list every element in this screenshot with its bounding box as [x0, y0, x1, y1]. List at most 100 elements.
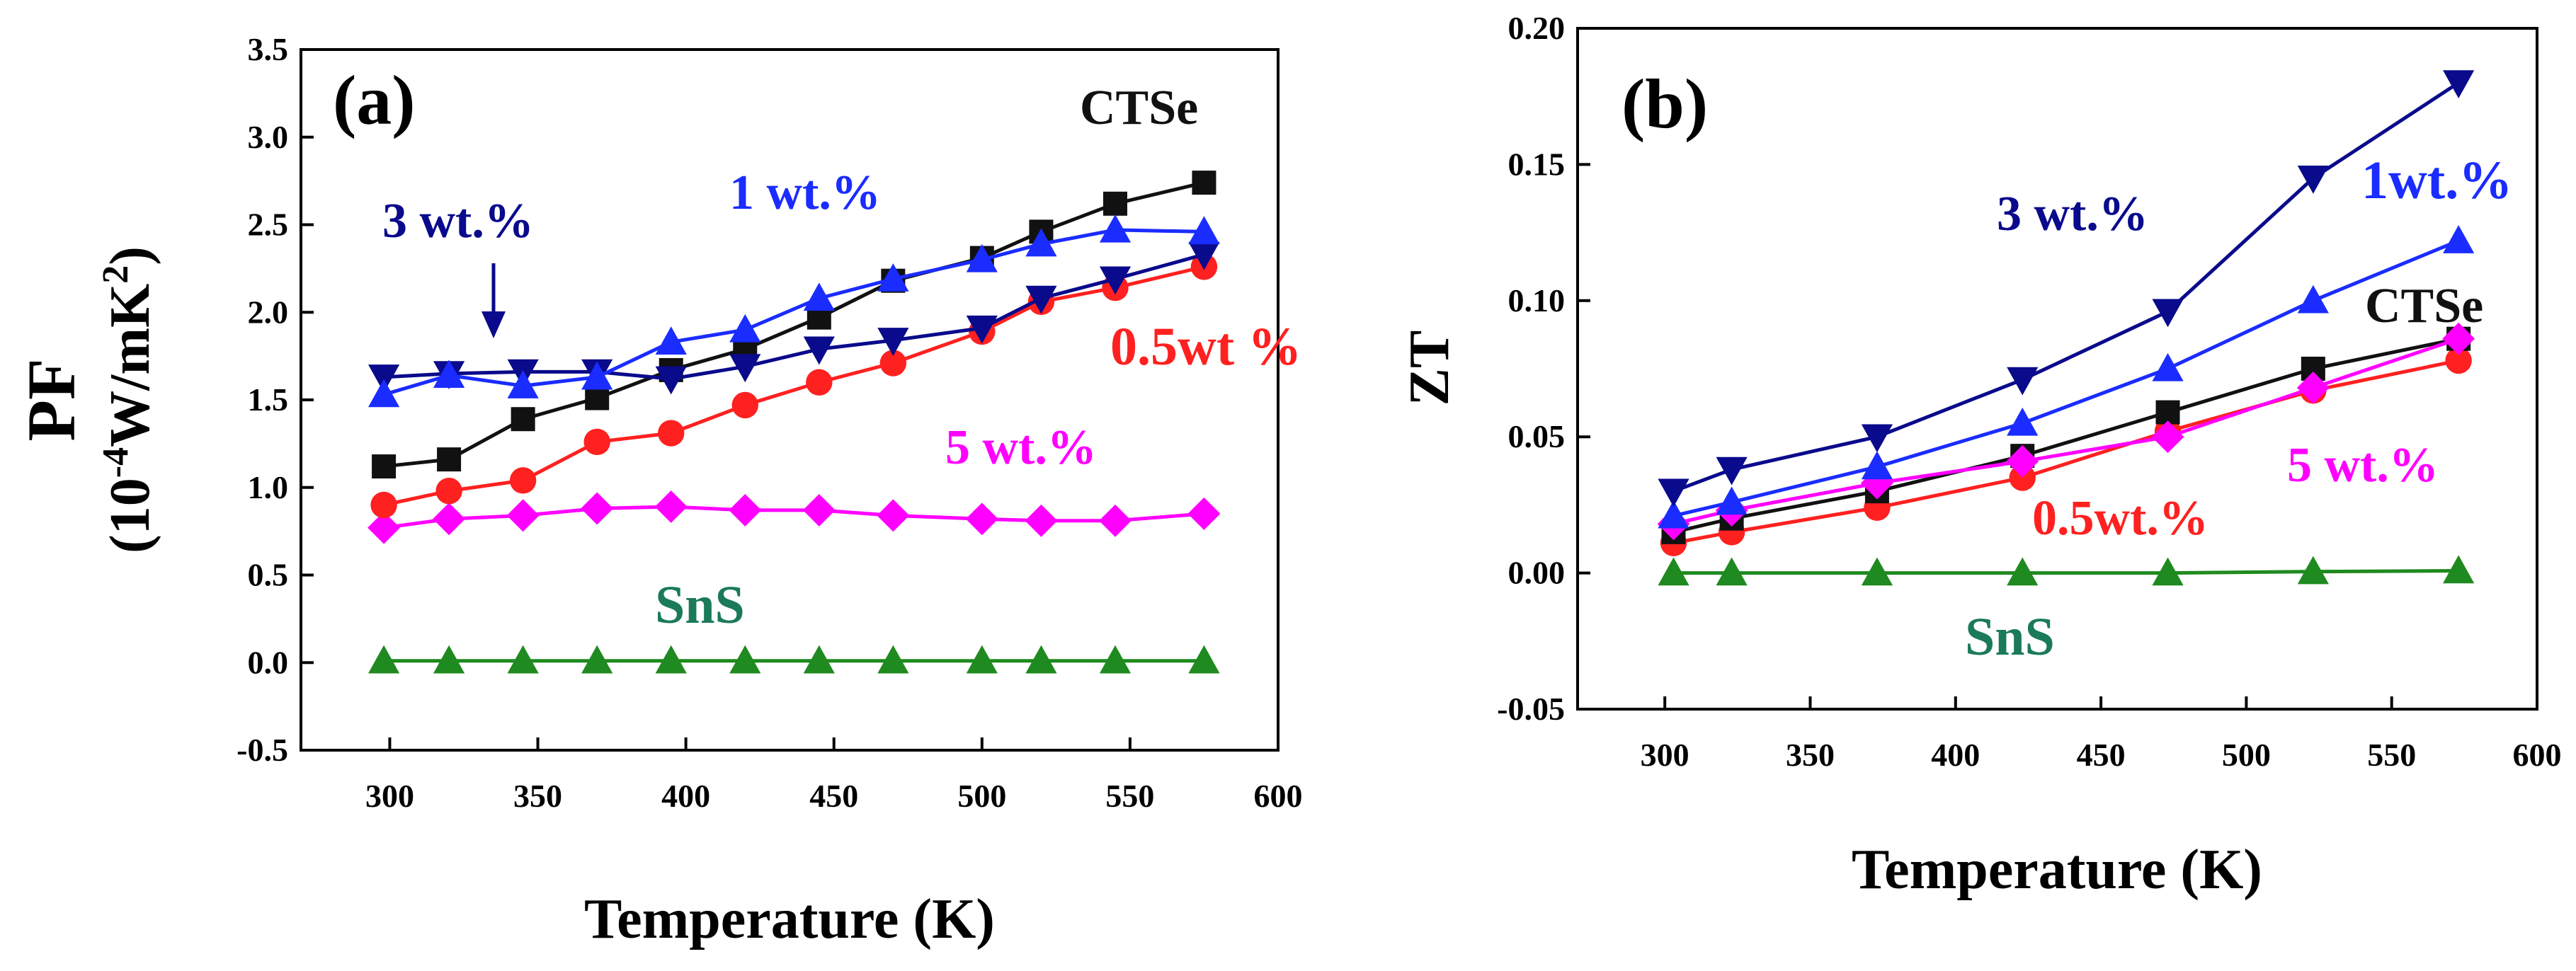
- y-unit-exp1: -4: [96, 447, 136, 478]
- series-line-a-1-wt: [383, 228, 1204, 396]
- point-a-ctse-11: [1192, 171, 1216, 195]
- point-b-1wt-6: [2443, 225, 2475, 253]
- panel-a: -0.5 0.0 0.5 1.0 1.5 2.0 2.5 3.0 3.5 300 350 400 45…: [13, 31, 1303, 950]
- point-a-5-wt-0: [367, 511, 401, 544]
- point-b-sns-4: [2152, 557, 2184, 586]
- point-a-sns-9: [1025, 645, 1057, 674]
- y-tick-label-a-1: 0.0: [248, 644, 289, 680]
- y-tick-label-b-5: 0.20: [1508, 10, 1566, 46]
- x-axis-title-b: Temperature (K): [1852, 839, 2262, 901]
- y-axis-units-a: (10-4W/mK2): [96, 246, 161, 553]
- point-a-3-wt-10: [1099, 266, 1132, 295]
- annotation-05wt-a: 0.5wt %: [1110, 317, 1301, 377]
- y-tick-label-b-3: 0.10: [1508, 282, 1566, 318]
- y-tick-label-b-2: 0.05: [1508, 418, 1566, 454]
- point-a-1-wt-10: [1099, 214, 1132, 243]
- x-axis-ticks-a: 300 350 400 450 500 550 600: [365, 737, 1303, 814]
- annotation-ctse-b: CTSe: [2365, 279, 2483, 333]
- y-unit-exp2: 2: [96, 265, 136, 284]
- panel-b: -0.05 0.00 0.05 0.10 0.15 0.20 300 350 400 450 50…: [1398, 10, 2562, 901]
- point-b-1wt-0: [1658, 500, 1689, 529]
- point-a-0-5wt-1: [435, 478, 462, 505]
- series-group-b: [1657, 70, 2475, 586]
- point-b-3-wt-2: [1861, 424, 1893, 453]
- y-tick-label-a-6: 2.5: [248, 207, 289, 243]
- plot-area-b: [1576, 27, 2538, 711]
- x-axis-ticks-b: 300 350 400 450 500 550 600: [1641, 696, 2562, 773]
- x-tick-label-a-5: 550: [1105, 778, 1154, 814]
- point-a-5-wt-7: [877, 499, 910, 532]
- point-a-0-5wt-6: [806, 369, 833, 396]
- series-a-sns: [367, 645, 1220, 674]
- x-tick-label-b-4: 500: [2222, 737, 2271, 773]
- point-a-3-wt-0: [367, 364, 400, 393]
- point-b-sns-6: [2443, 555, 2475, 584]
- point-a-sns-11: [1188, 645, 1220, 674]
- point-a-ctse-0: [372, 454, 397, 479]
- point-a-sns-6: [803, 645, 835, 674]
- point-a-sns-2: [507, 645, 539, 674]
- y-tick-label-a-5: 2.0: [248, 294, 289, 330]
- annotation-5wt-a: 5 wt.%: [945, 420, 1097, 475]
- point-a-5-wt-10: [1099, 504, 1132, 537]
- point-a-0-5wt-4: [658, 420, 685, 447]
- series-a-1-wt: [367, 214, 1220, 408]
- annotation-sns-b: SnS: [1965, 607, 2055, 667]
- point-a-sns-4: [655, 645, 687, 674]
- point-b-3-wt-5: [2297, 165, 2329, 194]
- series-a-5-wt: [367, 490, 1221, 544]
- y-tick-label-b-0: -0.05: [1497, 691, 1565, 727]
- point-b-3-wt-3: [2007, 367, 2039, 396]
- point-a-ctse-2: [511, 407, 535, 432]
- point-a-0-5wt-3: [583, 428, 610, 456]
- y-tick-label-b-1: 0.00: [1508, 555, 1566, 591]
- point-b-1wt-5: [2297, 285, 2329, 314]
- point-b-0-5wt-6: [2445, 347, 2472, 374]
- x-tick-label-b-2: 400: [1931, 737, 1980, 773]
- point-a-sns-8: [966, 645, 998, 674]
- x-tick-label-b-0: 300: [1641, 737, 1689, 773]
- y-axis-title-a: PF: [13, 358, 89, 441]
- series-b-3-wt: [1658, 70, 2475, 507]
- series-b-1wt: [1658, 225, 2475, 529]
- panel-label-a: (a): [333, 61, 416, 139]
- y-tick-label-a-4: 1.5: [248, 381, 289, 418]
- point-a-5-wt-5: [729, 493, 762, 527]
- point-a-0-5wt-5: [731, 391, 758, 419]
- panel-label-b: (b): [1622, 64, 1708, 143]
- y-axis-title-b-text: ZT: [1398, 331, 1461, 406]
- annotation-ctse-a: CTSe: [1080, 81, 1198, 135]
- point-a-ctse-10: [1103, 191, 1127, 216]
- point-b-sns-0: [1658, 557, 1689, 586]
- y-tick-label-a-2: 0.5: [248, 557, 289, 593]
- point-a-5-wt-4: [654, 490, 688, 523]
- point-a-sns-10: [1099, 645, 1132, 674]
- point-b-3-wt-1: [1716, 456, 1748, 486]
- point-a-sns-0: [367, 645, 400, 674]
- point-b-3-wt-6: [2443, 70, 2475, 99]
- arrow-3wt-a: [481, 263, 506, 338]
- y-tick-label-a-3: 1.0: [248, 469, 289, 505]
- point-b-5-wt-3: [2006, 444, 2039, 478]
- series-line-a-ctse: [383, 180, 1205, 469]
- point-b-5-wt-5: [2296, 371, 2330, 404]
- y-tick-label-a-7: 3.0: [248, 119, 289, 155]
- point-a-sns-5: [729, 645, 761, 674]
- x-axis-title-a: Temperature (K): [584, 888, 995, 950]
- y-axis-title-a-line1: PF: [13, 358, 89, 441]
- point-a-3-wt-7: [877, 328, 909, 356]
- y-axis-title-a-line2: (10-4W/mK2): [96, 246, 161, 553]
- point-b-3-wt-4: [2152, 299, 2184, 328]
- point-a-1-wt-8: [966, 243, 998, 272]
- point-a-1-wt-1: [433, 360, 465, 389]
- point-a-3-wt-6: [803, 336, 835, 365]
- point-b-0-5wt-3: [2009, 464, 2036, 491]
- point-a-5-wt-9: [1025, 504, 1058, 537]
- point-a-1-wt-5: [729, 314, 761, 343]
- series-b-sns: [1658, 555, 2475, 586]
- point-a-3-wt-9: [1025, 285, 1057, 314]
- x-tick-label-a-6: 600: [1254, 778, 1303, 814]
- series-line-b-3-wt: [1672, 81, 2460, 493]
- point-b-5-wt-6: [2442, 322, 2475, 355]
